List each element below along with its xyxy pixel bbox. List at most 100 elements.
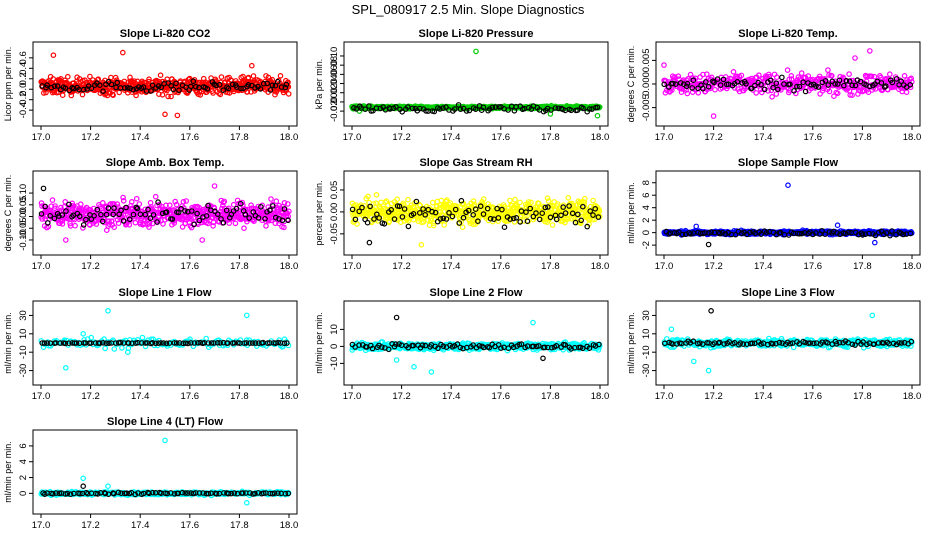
data-point — [275, 339, 282, 346]
data-point — [545, 198, 552, 204]
data-point — [258, 204, 264, 210]
data-point — [49, 197, 56, 203]
data-point — [172, 198, 179, 205]
data-point — [249, 340, 256, 346]
data-point — [794, 83, 800, 90]
data-point — [38, 211, 45, 217]
data-point — [114, 201, 121, 207]
x-tick-label: 17.2 — [704, 132, 723, 143]
data-point — [417, 202, 424, 209]
x-tick-label: 18.0 — [591, 261, 610, 272]
data-point — [105, 307, 111, 314]
data-point — [252, 340, 259, 346]
data-point — [866, 83, 873, 90]
data-point — [470, 212, 477, 218]
data-point — [834, 90, 841, 97]
data-point — [59, 221, 66, 227]
x-tick-label: 17.8 — [541, 132, 560, 143]
data-point — [230, 201, 237, 208]
data-point — [44, 340, 51, 346]
data-point — [871, 73, 878, 80]
data-point — [429, 199, 436, 206]
data-point — [523, 209, 529, 215]
x-tick-label: 17.6 — [181, 132, 200, 143]
data-point — [672, 81, 679, 88]
data-point — [852, 55, 858, 61]
data-point — [475, 216, 482, 222]
y-tick-label: 0.00 — [329, 93, 340, 112]
data-point — [866, 48, 873, 54]
data-point — [257, 86, 264, 92]
data-point — [677, 80, 684, 86]
data-point — [158, 84, 165, 91]
data-point — [587, 208, 594, 214]
data-point — [444, 197, 450, 203]
data-point — [99, 218, 106, 225]
data-point — [94, 206, 101, 213]
x-tick-label: 17.0 — [32, 261, 51, 272]
data-point — [80, 222, 87, 228]
data-point — [533, 210, 539, 216]
data-point — [382, 199, 389, 206]
data-point — [65, 73, 71, 80]
data-point — [712, 86, 718, 93]
data-point — [499, 206, 505, 213]
data-point — [842, 230, 849, 237]
data-point — [819, 88, 826, 94]
data-point — [260, 80, 267, 87]
data-point — [146, 76, 152, 83]
data-point — [80, 86, 87, 93]
x-tick-label: 18.0 — [903, 132, 922, 143]
data-point — [581, 195, 588, 202]
data-point — [544, 195, 551, 202]
data-point — [510, 215, 517, 222]
plot-frame — [655, 170, 921, 256]
x-tick-label: 18.0 — [591, 132, 610, 143]
data-point — [71, 340, 78, 346]
x-tick-label: 17.2 — [392, 391, 411, 402]
data-point — [263, 223, 269, 229]
x-tick-label: 17.6 — [492, 132, 511, 143]
data-point — [536, 216, 543, 223]
data-point — [167, 202, 173, 209]
data-point — [249, 62, 255, 69]
data-point — [907, 230, 914, 237]
data-point — [822, 231, 828, 238]
y-tick-label: 0.0 — [18, 83, 29, 96]
y-tick-label: 0.000 — [641, 72, 652, 96]
panel-title: Slope Li-820 CO2 — [120, 28, 210, 40]
data-point — [373, 200, 379, 207]
data-point — [220, 87, 227, 94]
data-point — [214, 339, 221, 346]
data-point — [204, 86, 211, 92]
data-point — [562, 210, 569, 216]
data-point — [366, 103, 372, 109]
data-point — [675, 73, 682, 80]
data-point — [210, 223, 216, 229]
data-point — [443, 216, 450, 222]
data-point — [513, 215, 520, 221]
y-tick-label: 0.005 — [641, 48, 652, 72]
data-point — [255, 215, 262, 221]
data-point — [381, 221, 388, 227]
data-point — [868, 73, 875, 80]
data-point — [787, 81, 793, 88]
x-tick-label: 17.6 — [804, 132, 823, 143]
data-point — [569, 210, 576, 217]
data-point — [88, 216, 95, 222]
y-tick-label: 10 — [18, 329, 29, 340]
data-point — [180, 199, 187, 205]
data-point — [212, 208, 218, 215]
data-point — [578, 217, 585, 224]
y-axis-label: ml/min per min. — [314, 312, 324, 374]
series-2.5-min — [38, 185, 291, 228]
data-point — [98, 211, 104, 218]
data-point — [901, 73, 908, 79]
data-point — [133, 195, 140, 202]
data-point — [114, 79, 121, 86]
data-point — [241, 225, 247, 232]
data-point — [826, 88, 833, 95]
data-point — [56, 213, 62, 219]
